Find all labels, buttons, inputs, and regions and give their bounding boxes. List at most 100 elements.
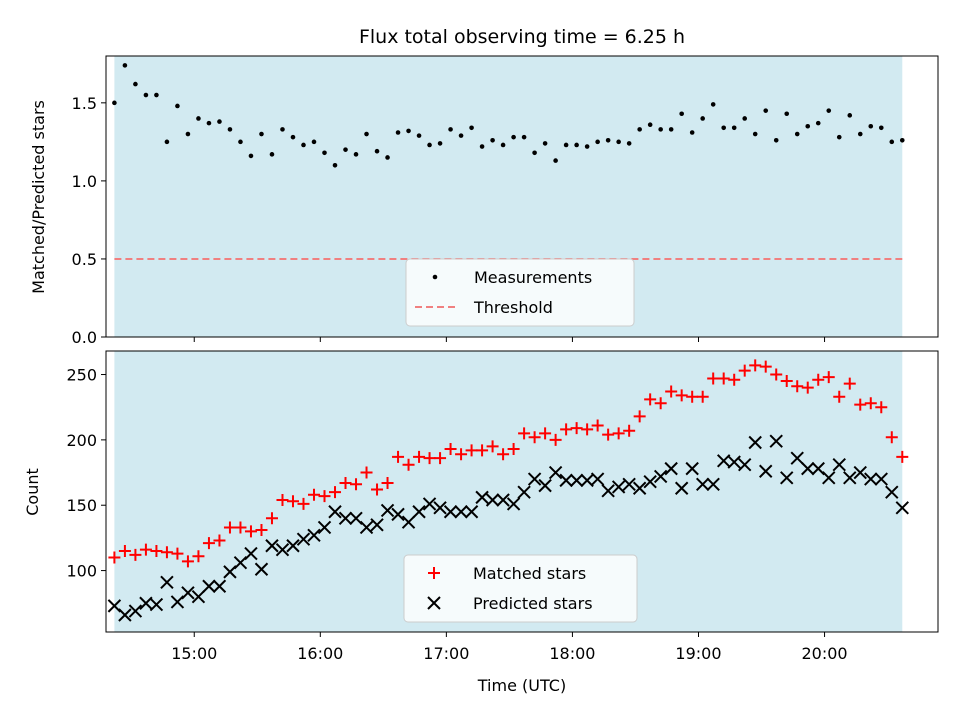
measurement-point [794,131,800,137]
predicted-star-point [464,505,479,519]
measurement-point [490,138,495,143]
matched-star-point [413,450,426,463]
measurement-point [185,131,191,137]
matched-star-point [244,525,257,538]
measurement-point [280,127,285,132]
bottom-y-tick-label: 200 [66,431,97,450]
predicted-star-point [885,485,899,499]
matched-star-point [717,372,730,385]
top-legend-box [405,258,635,327]
bottom-legend: Matched stars Predicted stars [403,554,638,623]
measurement-point [416,133,422,138]
bottom-x-tick-label: 18:00 [549,644,595,663]
top-y-tick-label: 0.5 [72,250,97,269]
matched-star-point [738,364,751,377]
measurement-point [364,131,369,137]
matched-star-point [360,466,373,479]
matched-star-point [696,390,709,403]
predicted-star-point [559,473,573,488]
measurement-point [238,139,243,145]
matched-star-point [623,424,636,437]
matched-star-point [801,381,814,394]
matched-star-point [539,427,552,440]
bottom-x-tick-label: 19:00 [675,644,721,663]
predicted-star-point [590,472,605,486]
matched-star-point [602,428,615,441]
predicted-star-point [212,579,227,593]
predicted-star-point [128,604,143,618]
predicted-star-point [443,505,458,519]
measurement-point [332,162,338,168]
predicted-star-point [780,471,794,485]
matched-star-point [707,372,720,385]
matched-star-point [329,486,342,499]
predicted-star-point [748,435,762,450]
matched-star-point [791,380,804,393]
predicted-star-point [254,562,269,576]
matched-star-point [528,431,541,444]
legend-threshold-label: Threshold [473,298,553,317]
bottom-x-tick-label: 15:00 [171,644,217,663]
measurement-point [196,116,201,121]
matched-star-point [213,534,226,547]
legend-matched-label: Matched stars [473,564,586,583]
measurement-point [395,130,401,135]
predicted-star-point [286,539,300,553]
predicted-star-point [527,472,542,486]
matched-star-point [864,397,877,410]
matched-star-point [770,368,783,381]
predicted-star-point [401,515,416,529]
predicted-star-point [622,477,636,492]
matched-star-point [308,488,320,501]
bottom-y-axis: 100 150 200 250 [66,366,106,581]
matched-star-point [139,543,152,556]
predicted-star-point [685,461,699,476]
measurement-point [322,150,327,156]
matched-star-point [276,493,289,506]
measurement-point [217,119,222,124]
bottom-legend-box [403,554,638,623]
predicted-star-point [475,490,489,505]
measurement-point [175,103,180,109]
measurement-point [469,125,474,131]
predicted-star-point [485,493,500,507]
matched-star-point [644,393,657,406]
matched-star-point [885,431,898,444]
predicted-star-point [769,434,783,448]
predicted-star-point [517,485,531,499]
predicted-star-point [843,471,857,485]
matched-star-point [728,373,741,386]
measurement-point [847,113,853,118]
predicted-star-point [674,481,689,495]
top-x-ticks [193,337,826,342]
measurement-point [773,138,779,143]
measurement-point [311,139,317,145]
bottom-y-tick-label: 100 [66,562,97,581]
measurement-point [637,127,642,132]
measurement-point [553,158,558,163]
bottom-axes-frame [105,350,939,633]
matched-star-point [350,478,363,491]
predicted-star-point [737,457,752,472]
predicted-star-point [569,473,584,488]
measurement-point [815,120,821,126]
measurement-point [731,125,737,131]
matched-star-point [518,427,531,440]
predicted-star-point [643,474,657,489]
measurement-point [899,138,905,143]
measurement-point [889,139,895,145]
predicted-star-point [265,539,279,553]
predicted-star-point [853,465,867,480]
predicted-star-point [275,542,290,557]
measurement-point [742,116,748,121]
matched-star-point [202,537,215,550]
predicted-star-point [895,501,909,515]
measurement-point [259,131,264,137]
predicted-star-point [695,477,710,492]
matched-star-point [465,444,478,457]
measurement-point [668,127,674,132]
measurement-point [301,142,306,148]
predicted-star-point [338,511,353,526]
matched-star-point [854,398,867,411]
